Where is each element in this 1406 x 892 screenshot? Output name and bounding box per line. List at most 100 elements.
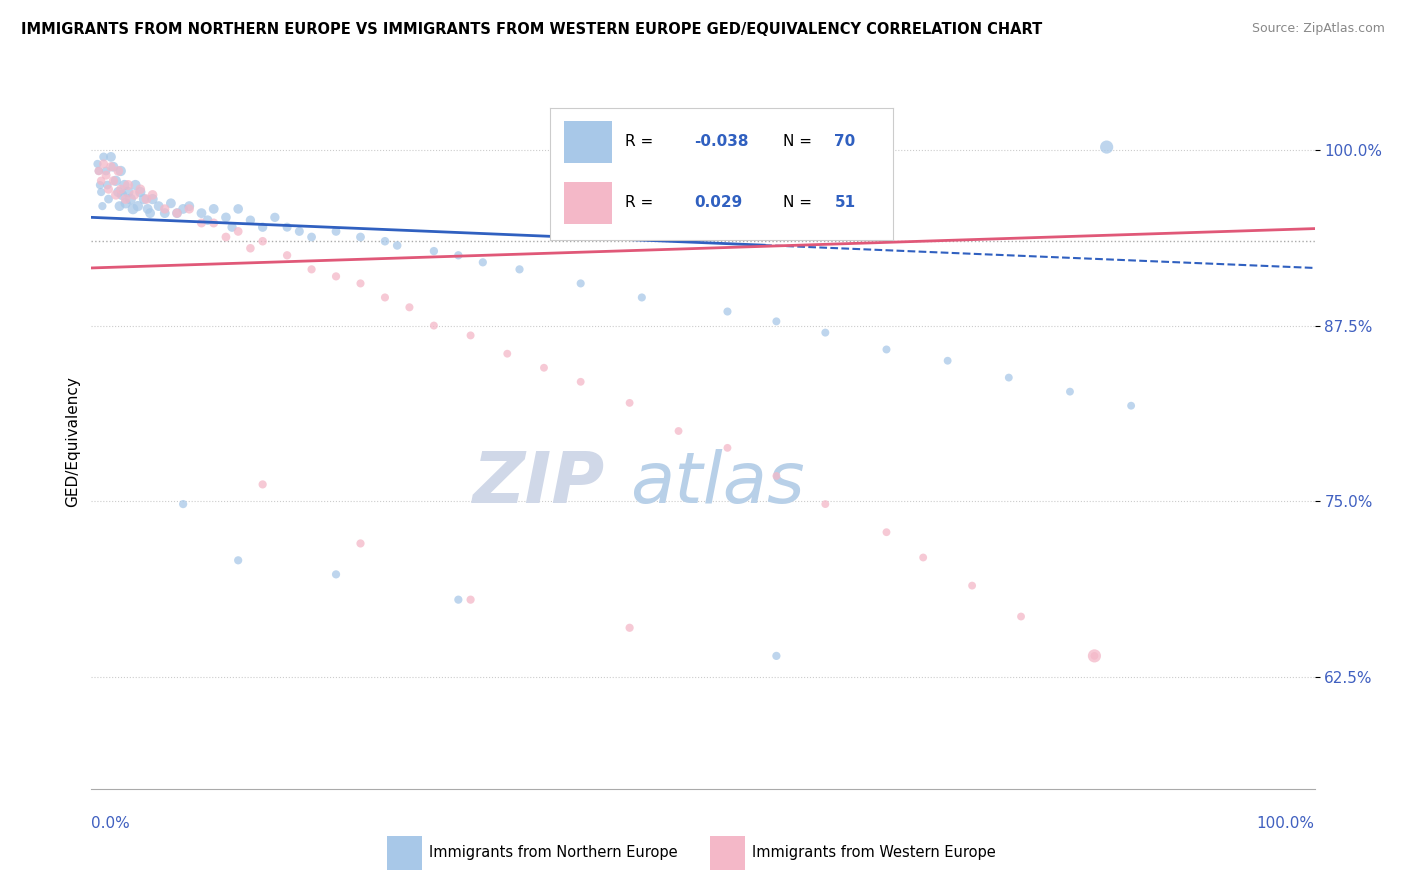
Point (110, 164, 132, 178)
Text: Immigrants from Northern Europe: Immigrants from Northern Europe (429, 846, 678, 860)
Point (104, 187, 127, 202)
Text: 0.0%: 0.0% (91, 816, 131, 830)
Text: atlas: atlas (630, 449, 804, 517)
Point (619, 396, 641, 410)
Point (172, 202, 194, 216)
Point (325, 224, 347, 238)
Point (166, 206, 188, 220)
Point (460, 328, 482, 343)
Point (129, 185, 152, 199)
Point (97, 182, 120, 196)
Point (160, 196, 183, 211)
Point (447, 248, 470, 262)
Point (103, 160, 125, 174)
Point (96, 178, 118, 192)
Point (141, 192, 163, 206)
Point (202, 216, 225, 230)
Point (226, 553, 249, 567)
Point (91, 199, 114, 213)
Point (141, 187, 163, 202)
Point (153, 206, 176, 220)
Point (94, 168, 117, 182)
Point (120, 192, 142, 206)
Point (716, 304, 738, 318)
Text: ZIP: ZIP (472, 449, 605, 517)
Point (90, 174, 112, 188)
Point (252, 477, 274, 491)
Point (100, 150, 122, 164)
Point (569, 277, 592, 291)
Point (1059, 384, 1081, 399)
Text: 100.0%: 100.0% (1257, 816, 1315, 830)
Point (100, 160, 122, 174)
Point (264, 211, 287, 225)
Point (117, 185, 139, 199)
Point (1095, 140, 1118, 154)
Point (97, 192, 120, 206)
Point (197, 213, 219, 227)
Point (374, 290, 396, 304)
Point (496, 347, 519, 361)
Point (103, 174, 125, 188)
Point (107, 185, 129, 199)
Point (668, 424, 690, 438)
Point (108, 199, 131, 213)
Point (1083, 648, 1105, 663)
Text: Source: ZipAtlas.com: Source: ZipAtlas.com (1251, 22, 1385, 36)
Point (226, 224, 249, 238)
Point (374, 234, 396, 248)
Point (221, 220, 243, 235)
Point (226, 202, 249, 216)
Point (239, 213, 262, 227)
Point (385, 238, 409, 252)
Point (87, 164, 110, 178)
Text: Immigrants from Western Europe: Immigrants from Western Europe (752, 846, 995, 860)
Point (90, 185, 112, 199)
Point (114, 192, 136, 206)
Point (136, 202, 159, 216)
Point (202, 202, 225, 216)
Point (349, 536, 371, 550)
Point (148, 199, 170, 213)
Point (122, 202, 145, 216)
Point (166, 206, 188, 220)
Point (509, 262, 531, 277)
Point (875, 525, 898, 540)
Point (94, 164, 117, 178)
Point (1083, 648, 1105, 663)
Point (132, 192, 155, 206)
Point (875, 343, 898, 357)
Point (215, 211, 238, 225)
Point (107, 164, 129, 178)
Point (447, 592, 470, 607)
Point (765, 469, 787, 483)
Point (172, 497, 194, 511)
Point (89, 178, 111, 192)
Point (423, 318, 446, 333)
Point (814, 326, 837, 340)
Point (301, 262, 323, 277)
Point (471, 255, 494, 269)
Text: IMMIGRANTS FROM NORTHERN EUROPE VS IMMIGRANTS FROM WESTERN EUROPE GED/EQUIVALENC: IMMIGRANTS FROM NORTHERN EUROPE VS IMMIG… (21, 22, 1042, 37)
Point (112, 178, 135, 192)
Point (814, 497, 837, 511)
Point (252, 234, 274, 248)
Point (129, 182, 152, 196)
Point (349, 230, 371, 244)
Point (1010, 609, 1032, 624)
Point (423, 244, 446, 258)
Point (239, 241, 262, 255)
Point (325, 567, 347, 582)
Point (190, 216, 212, 230)
Point (93, 150, 115, 164)
Point (139, 206, 162, 220)
Point (252, 220, 274, 235)
Point (460, 592, 482, 607)
Point (912, 550, 935, 565)
Point (190, 206, 212, 220)
Point (179, 199, 201, 213)
Point (619, 621, 641, 635)
Point (765, 314, 787, 328)
Point (998, 370, 1021, 384)
Point (325, 269, 347, 284)
